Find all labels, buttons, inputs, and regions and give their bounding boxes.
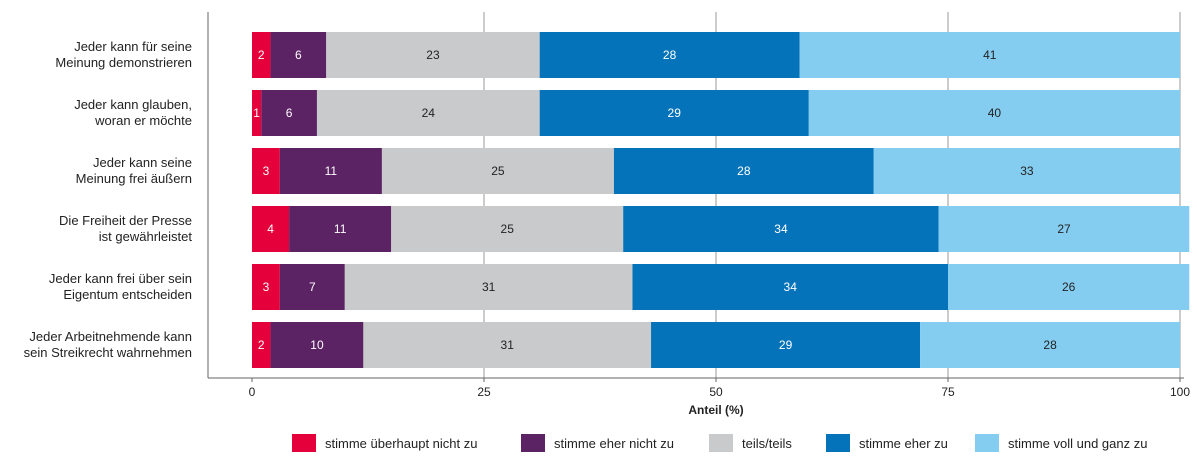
legend-swatch bbox=[292, 434, 316, 452]
bar-segment bbox=[252, 206, 290, 252]
data-label: 33 bbox=[1020, 164, 1034, 178]
legend-label: stimme überhaupt nicht zu bbox=[325, 436, 477, 451]
data-label: 23 bbox=[426, 48, 440, 62]
axes: 0 25 50 75 100 Anteil (%) bbox=[207, 12, 1190, 417]
bar-segment bbox=[316, 90, 540, 136]
data-label: 31 bbox=[482, 280, 496, 294]
bar-segment bbox=[252, 264, 280, 310]
legend-swatch bbox=[521, 434, 545, 452]
bar-segment bbox=[326, 32, 540, 78]
data-label: 7 bbox=[309, 280, 316, 294]
x-tick-label: 0 bbox=[249, 385, 256, 399]
bar-segment bbox=[938, 206, 1190, 252]
bar-segment bbox=[252, 322, 271, 368]
category-label: Jeder Arbeitnehmende kann sein Streikrech… bbox=[24, 329, 192, 360]
data-label: 2 bbox=[258, 48, 265, 62]
data-label: 28 bbox=[737, 164, 751, 178]
data-label: 28 bbox=[1043, 338, 1057, 352]
bar-segment bbox=[873, 148, 1180, 194]
legend-swatch bbox=[975, 434, 999, 452]
bar-segment bbox=[363, 322, 652, 368]
x-axis-title: Anteil (%) bbox=[688, 403, 743, 417]
bar-segment bbox=[252, 32, 271, 78]
data-label: 25 bbox=[491, 164, 505, 178]
legend-label: stimme eher zu bbox=[859, 436, 948, 451]
data-label: 1 bbox=[253, 106, 260, 120]
legend-item: stimme voll und ganz zu bbox=[975, 434, 1147, 452]
data-label: 24 bbox=[422, 106, 436, 120]
legend-item: stimme eher zu bbox=[826, 434, 948, 452]
bar-segment bbox=[252, 148, 280, 194]
data-label: 2 bbox=[258, 338, 265, 352]
bar-segment bbox=[279, 148, 382, 194]
legend-item: stimme eher nicht zu bbox=[521, 434, 674, 452]
bar-segment bbox=[252, 90, 262, 136]
x-tick-label: 75 bbox=[941, 385, 955, 399]
category-label: Jeder kann seine Meinung frei äußern bbox=[76, 155, 192, 186]
category-label: Jeder kann frei über sein Eigentum entsch… bbox=[49, 271, 192, 302]
data-label: 6 bbox=[295, 48, 302, 62]
data-label: 28 bbox=[663, 48, 677, 62]
bar-segment bbox=[270, 322, 364, 368]
bar-segment bbox=[279, 264, 345, 310]
bar-segment bbox=[344, 264, 633, 310]
legend-item: stimme überhaupt nicht zu bbox=[292, 434, 477, 452]
data-label: 29 bbox=[779, 338, 793, 352]
legend-label: teils/teils bbox=[742, 436, 792, 451]
bar-segment bbox=[651, 322, 921, 368]
category-label: Die Freiheit der Presse ist gewährleistet bbox=[59, 213, 192, 244]
bar-segment bbox=[623, 206, 939, 252]
bar-segment bbox=[261, 90, 317, 136]
data-label: 11 bbox=[334, 222, 347, 236]
data-label: 6 bbox=[286, 106, 293, 120]
bar-segment bbox=[632, 264, 948, 310]
bar-segment bbox=[799, 32, 1180, 78]
bar-segment bbox=[920, 322, 1180, 368]
data-label: 4 bbox=[267, 222, 274, 236]
bar-segment bbox=[381, 148, 614, 194]
legend-label: stimme voll und ganz zu bbox=[1008, 436, 1147, 451]
bars: 2 6 23 28 411 6 24 29 403 11 25 28 334 11 25 34 273 7 31 34… bbox=[252, 32, 1190, 368]
category-labels: Jeder kann für seine Meinung demonstriere… bbox=[24, 39, 193, 360]
data-label: 11 bbox=[325, 164, 338, 178]
data-label: 3 bbox=[263, 280, 270, 294]
data-label: 31 bbox=[501, 338, 515, 352]
bar-segment bbox=[289, 206, 392, 252]
x-tick-label: 50 bbox=[709, 385, 723, 399]
legend-label: stimme eher nicht zu bbox=[554, 436, 674, 451]
data-label: 34 bbox=[774, 222, 788, 236]
x-tick-label: 100 bbox=[1170, 385, 1190, 399]
bar-segment bbox=[613, 148, 874, 194]
legend: stimme überhaupt nicht zu stimme eher nic… bbox=[292, 434, 1147, 452]
legend-swatch bbox=[709, 434, 733, 452]
bar-segment bbox=[270, 32, 327, 78]
data-label: 41 bbox=[983, 48, 997, 62]
bar-segment bbox=[539, 32, 800, 78]
bar-segment bbox=[948, 264, 1190, 310]
data-label: 3 bbox=[263, 164, 270, 178]
legend-item: teils/teils bbox=[709, 434, 792, 452]
x-tick-label: 25 bbox=[477, 385, 491, 399]
bar-segment bbox=[391, 206, 624, 252]
bar-segment bbox=[539, 90, 809, 136]
data-label: 25 bbox=[501, 222, 515, 236]
legend-swatch bbox=[826, 434, 850, 452]
data-label: 10 bbox=[310, 338, 324, 352]
data-label: 29 bbox=[668, 106, 682, 120]
category-label: Jeder kann für seine Meinung demonstriere… bbox=[55, 39, 192, 70]
data-label: 27 bbox=[1057, 222, 1071, 236]
data-label: 26 bbox=[1062, 280, 1076, 294]
category-label: Jeder kann glauben, woran er möchte bbox=[74, 97, 192, 128]
data-label: 40 bbox=[988, 106, 1002, 120]
data-label: 34 bbox=[784, 280, 798, 294]
bar-segment bbox=[808, 90, 1180, 136]
